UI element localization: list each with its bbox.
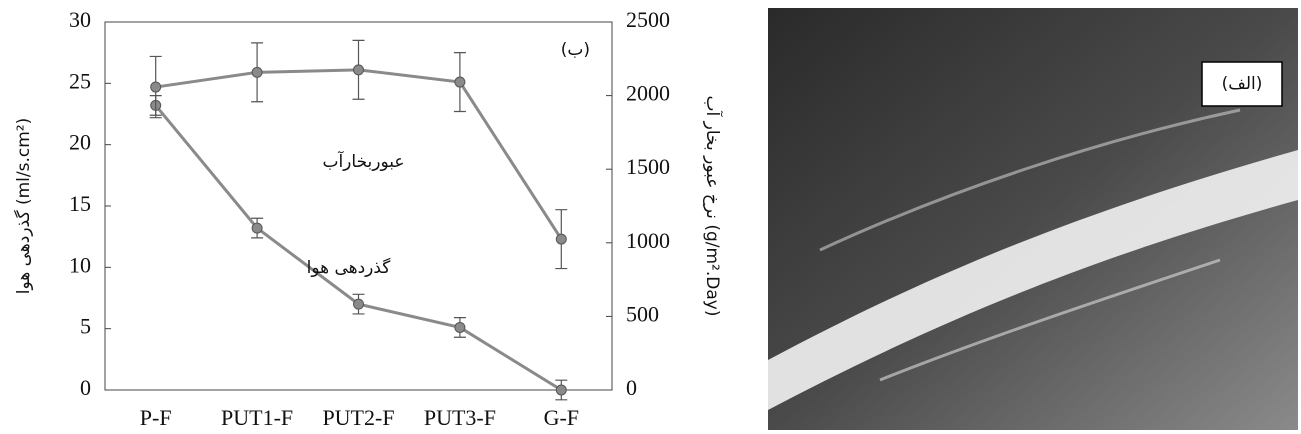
point — [150, 81, 162, 93]
y-tick-label: 10 — [69, 252, 91, 277]
y2-tick-label: 2000 — [626, 81, 670, 106]
x-tick-label: PUT1-F — [221, 405, 293, 430]
y2-tick-label: 500 — [626, 301, 659, 326]
fiber — [819, 108, 1241, 252]
point — [353, 64, 364, 76]
panel-label: (ب) — [561, 40, 590, 60]
point — [555, 384, 567, 396]
y-tick-label: 5 — [80, 314, 91, 339]
y-axis-label: گذردهی هوا (ml/s.cm²) — [13, 118, 34, 294]
y-tick-label: 20 — [69, 130, 91, 155]
y-tick-label: 25 — [69, 68, 91, 93]
point — [454, 76, 466, 88]
image-label: (الف) — [1222, 74, 1263, 94]
y-tick-label: 30 — [69, 7, 91, 32]
y-tick-label: 15 — [69, 191, 91, 216]
x-tick-label: PUT2-F — [322, 405, 394, 430]
y2-tick-label: 2500 — [626, 7, 670, 32]
y2-axis-label: نرخ عبور بخار آب (g/m².Day) — [702, 96, 724, 317]
y2-tick-label: 1500 — [626, 154, 670, 179]
x-tick-label: PUT3-F — [424, 405, 496, 430]
point — [251, 66, 263, 78]
point — [251, 222, 263, 234]
x-tick-label: G-F — [544, 405, 579, 430]
y2-tick-label: 0 — [626, 375, 637, 400]
image-label-box — [1201, 61, 1283, 107]
y2-tick-label: 1000 — [626, 228, 670, 253]
point — [353, 298, 364, 310]
fiber — [879, 258, 1221, 382]
series-label: گذردهی هوا — [307, 257, 392, 278]
y-tick-label: 0 — [80, 375, 91, 400]
micrograph: (الف) — [768, 8, 1298, 430]
series-label: عبوربخارآب — [322, 150, 404, 172]
x-tick-label: P-F — [140, 405, 172, 430]
fiber-band — [768, 150, 1298, 410]
series-line — [154, 104, 563, 392]
point — [555, 233, 567, 245]
point — [454, 321, 466, 333]
